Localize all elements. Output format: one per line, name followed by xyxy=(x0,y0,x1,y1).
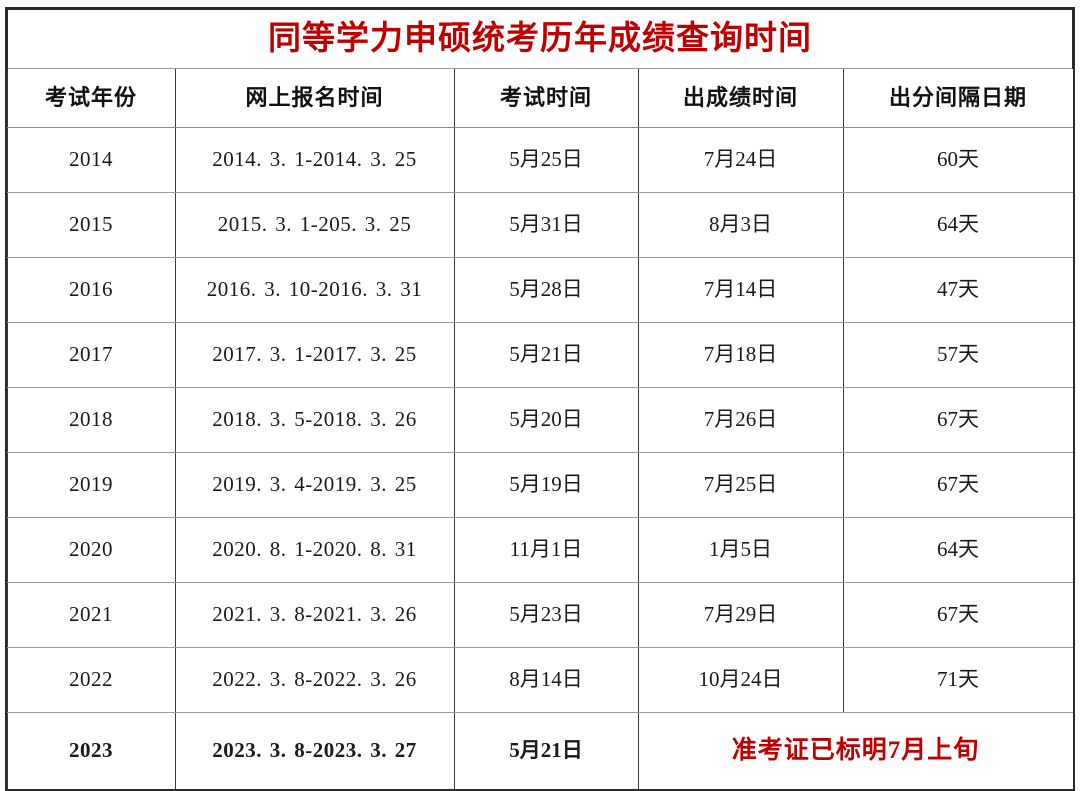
table-row: 2021 2021. 3. 8-2021. 3. 26 5月23日 7月29日 … xyxy=(6,582,1074,648)
page-title: 同等学力申硕统考历年成绩查询时间 xyxy=(268,20,813,57)
cell-year: 2014 xyxy=(6,127,176,193)
cell-gap-days: 71天 xyxy=(842,647,1074,713)
table-row: 2015 2015. 3. 1-205. 3. 25 5月31日 8月3日 64… xyxy=(6,192,1074,258)
cell-year: 2020 xyxy=(6,517,176,583)
column-header-year: 考试年份 xyxy=(6,68,176,128)
cell-registration: 2022. 3. 8-2022. 3. 26 xyxy=(174,647,455,713)
cell-year: 2023 xyxy=(6,712,176,791)
cell-exam-date: 8月14日 xyxy=(453,647,639,713)
cell-registration: 2017. 3. 1-2017. 3. 25 xyxy=(174,322,455,388)
cell-exam-date: 5月23日 xyxy=(453,582,639,648)
table-row: 2014 2014. 3. 1-2014. 3. 25 5月25日 7月24日 … xyxy=(6,127,1074,193)
cell-gap-days: 67天 xyxy=(842,582,1074,648)
cell-registration: 2021. 3. 8-2021. 3. 26 xyxy=(174,582,455,648)
cell-registration: 2018. 3. 5-2018. 3. 26 xyxy=(174,387,455,453)
table-title-cell: 同等学力申硕统考历年成绩查询时间 xyxy=(5,8,1075,69)
cell-registration: 2016. 3. 10-2016. 3. 31 xyxy=(174,257,455,323)
cell-year: 2018 xyxy=(6,387,176,453)
cell-year: 2019 xyxy=(6,452,176,518)
column-header-exam-date: 考试时间 xyxy=(453,68,639,128)
cell-registration: 2019. 3. 4-2019. 3. 25 xyxy=(174,452,455,518)
cell-registration: 2020. 8. 1-2020. 8. 31 xyxy=(174,517,455,583)
cell-gap-days: 47天 xyxy=(842,257,1074,323)
cell-score-date: 7月29日 xyxy=(637,582,844,648)
table-row: 2022 2022. 3. 8-2022. 3. 26 8月14日 10月24日… xyxy=(6,647,1074,713)
cell-registration: 2015. 3. 1-205. 3. 25 xyxy=(174,192,455,258)
table-title-row: 同等学力申硕统考历年成绩查询时间 xyxy=(5,8,1075,69)
cell-exam-date: 5月28日 xyxy=(453,257,639,323)
cell-year: 2021 xyxy=(6,582,176,648)
cell-gap-days: 67天 xyxy=(842,387,1074,453)
cell-gap-days: 64天 xyxy=(842,517,1074,583)
cell-year: 2015 xyxy=(6,192,176,258)
cell-score-date: 7月25日 xyxy=(637,452,844,518)
cell-exam-date: 5月20日 xyxy=(453,387,639,453)
column-header-score-date: 出成绩时间 xyxy=(637,68,844,128)
table-header-row: 考试年份 网上报名时间 考试时间 出成绩时间 出分间隔日期 xyxy=(6,68,1074,128)
table-row: 2018 2018. 3. 5-2018. 3. 26 5月20日 7月26日 … xyxy=(6,387,1074,453)
cell-score-date: 7月24日 xyxy=(637,127,844,193)
cell-gap-days: 64天 xyxy=(842,192,1074,258)
table-row: 2020 2020. 8. 1-2020. 8. 31 11月1日 1月5日 6… xyxy=(6,517,1074,583)
cell-exam-date: 5月19日 xyxy=(453,452,639,518)
cell-gap-days: 57天 xyxy=(842,322,1074,388)
cell-exam-date: 5月31日 xyxy=(453,192,639,258)
cell-registration: 2014. 3. 1-2014. 3. 25 xyxy=(174,127,455,193)
cell-score-date: 1月5日 xyxy=(637,517,844,583)
cell-registration: 2023. 3. 8-2023. 3. 27 xyxy=(174,712,455,791)
cell-gap-days: 60天 xyxy=(842,127,1074,193)
cell-year: 2016 xyxy=(6,257,176,323)
exam-schedule-table: 同等学力申硕统考历年成绩查询时间 考试年份 网上报名时间 考试时间 出成绩时间 … xyxy=(4,7,1076,791)
cell-gap-days: 67天 xyxy=(842,452,1074,518)
table-row: 2016 2016. 3. 10-2016. 3. 31 5月28日 7月14日… xyxy=(6,257,1074,323)
cell-year: 2022 xyxy=(6,647,176,713)
cell-exam-date: 5月21日 xyxy=(453,322,639,388)
cell-year: 2017 xyxy=(6,322,176,388)
cell-score-note: 准考证已标明7月上旬 xyxy=(637,712,1074,791)
cell-score-date: 7月18日 xyxy=(637,322,844,388)
cell-score-date: 7月14日 xyxy=(637,257,844,323)
cell-score-date: 10月24日 xyxy=(637,647,844,713)
cell-exam-date: 11月1日 xyxy=(453,517,639,583)
cell-exam-date: 5月25日 xyxy=(453,127,639,193)
table-row: 2019 2019. 3. 4-2019. 3. 25 5月19日 7月25日 … xyxy=(6,452,1074,518)
cell-exam-date: 5月21日 xyxy=(453,712,639,791)
table-row: 2017 2017. 3. 1-2017. 3. 25 5月21日 7月18日 … xyxy=(6,322,1074,388)
table-row-current-year: 2023 2023. 3. 8-2023. 3. 27 5月21日 准考证已标明… xyxy=(6,712,1074,791)
column-header-gap-days: 出分间隔日期 xyxy=(842,68,1074,128)
column-header-registration: 网上报名时间 xyxy=(174,68,455,128)
cell-score-date: 8月3日 xyxy=(637,192,844,258)
cell-score-date: 7月26日 xyxy=(637,387,844,453)
